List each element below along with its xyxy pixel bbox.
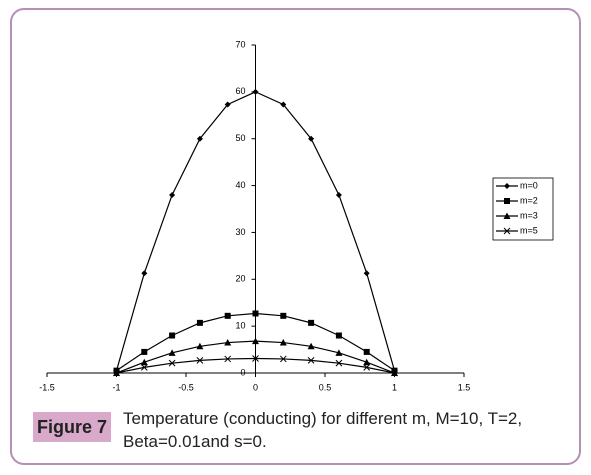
caption: Temperature (conducting) for different m… [123,409,523,451]
marker [307,342,315,350]
marker [252,337,259,345]
y-tick-label: 10 [235,321,245,331]
marker [363,348,370,355]
marker [335,191,342,198]
marker [196,319,203,326]
marker [224,339,232,346]
legend-label: m=0 [520,180,538,190]
marker [280,101,287,108]
marker [169,191,176,198]
marker [252,88,259,95]
legend-label: m=2 [520,195,538,205]
legend-box [492,177,554,241]
legend-marker [504,183,510,189]
marker [252,310,259,317]
x-tick-label: 0.5 [319,382,332,392]
legend-label: m=3 [520,210,538,220]
y-tick-label: 20 [235,274,245,284]
marker [141,270,148,277]
marker [140,358,148,366]
marker [224,312,231,319]
marker [307,356,315,364]
x-tick-label: 1 [392,382,397,392]
x-tick-label: -1 [112,382,120,392]
marker [168,349,176,356]
figure-frame [10,8,581,465]
y-tick-label: 60 [235,86,245,96]
legend-marker [504,198,510,204]
legend-label: m=5 [520,225,538,235]
marker [140,364,148,371]
marker [252,355,259,362]
y-tick-label: 0 [240,367,245,377]
figure-label: Figure 7 [33,412,111,442]
marker [169,332,176,339]
y-tick-label: 50 [235,133,245,143]
marker [113,369,120,377]
marker [308,319,315,326]
marker [279,339,287,346]
marker [196,342,204,350]
marker [363,358,371,366]
marker [279,355,287,363]
marker [224,101,231,108]
x-tick-label: -0.5 [178,382,194,392]
x-tick-label: 1.5 [458,382,471,392]
marker [335,332,342,339]
y-tick-label: 70 [235,39,245,49]
marker [224,355,232,363]
legend-marker [503,212,511,219]
marker [308,135,315,142]
x-tick-label: -1.5 [39,382,55,392]
marker [391,369,398,377]
marker [141,348,148,355]
marker [335,359,343,367]
x-tick-label: 0 [253,382,258,392]
marker [196,356,204,364]
marker [168,359,176,367]
marker [280,312,287,319]
marker [196,135,203,142]
marker [335,349,343,356]
legend-marker [503,227,511,235]
marker [363,364,371,371]
marker [363,270,370,277]
y-tick-label: 30 [235,227,245,237]
y-tick-label: 40 [235,180,245,190]
